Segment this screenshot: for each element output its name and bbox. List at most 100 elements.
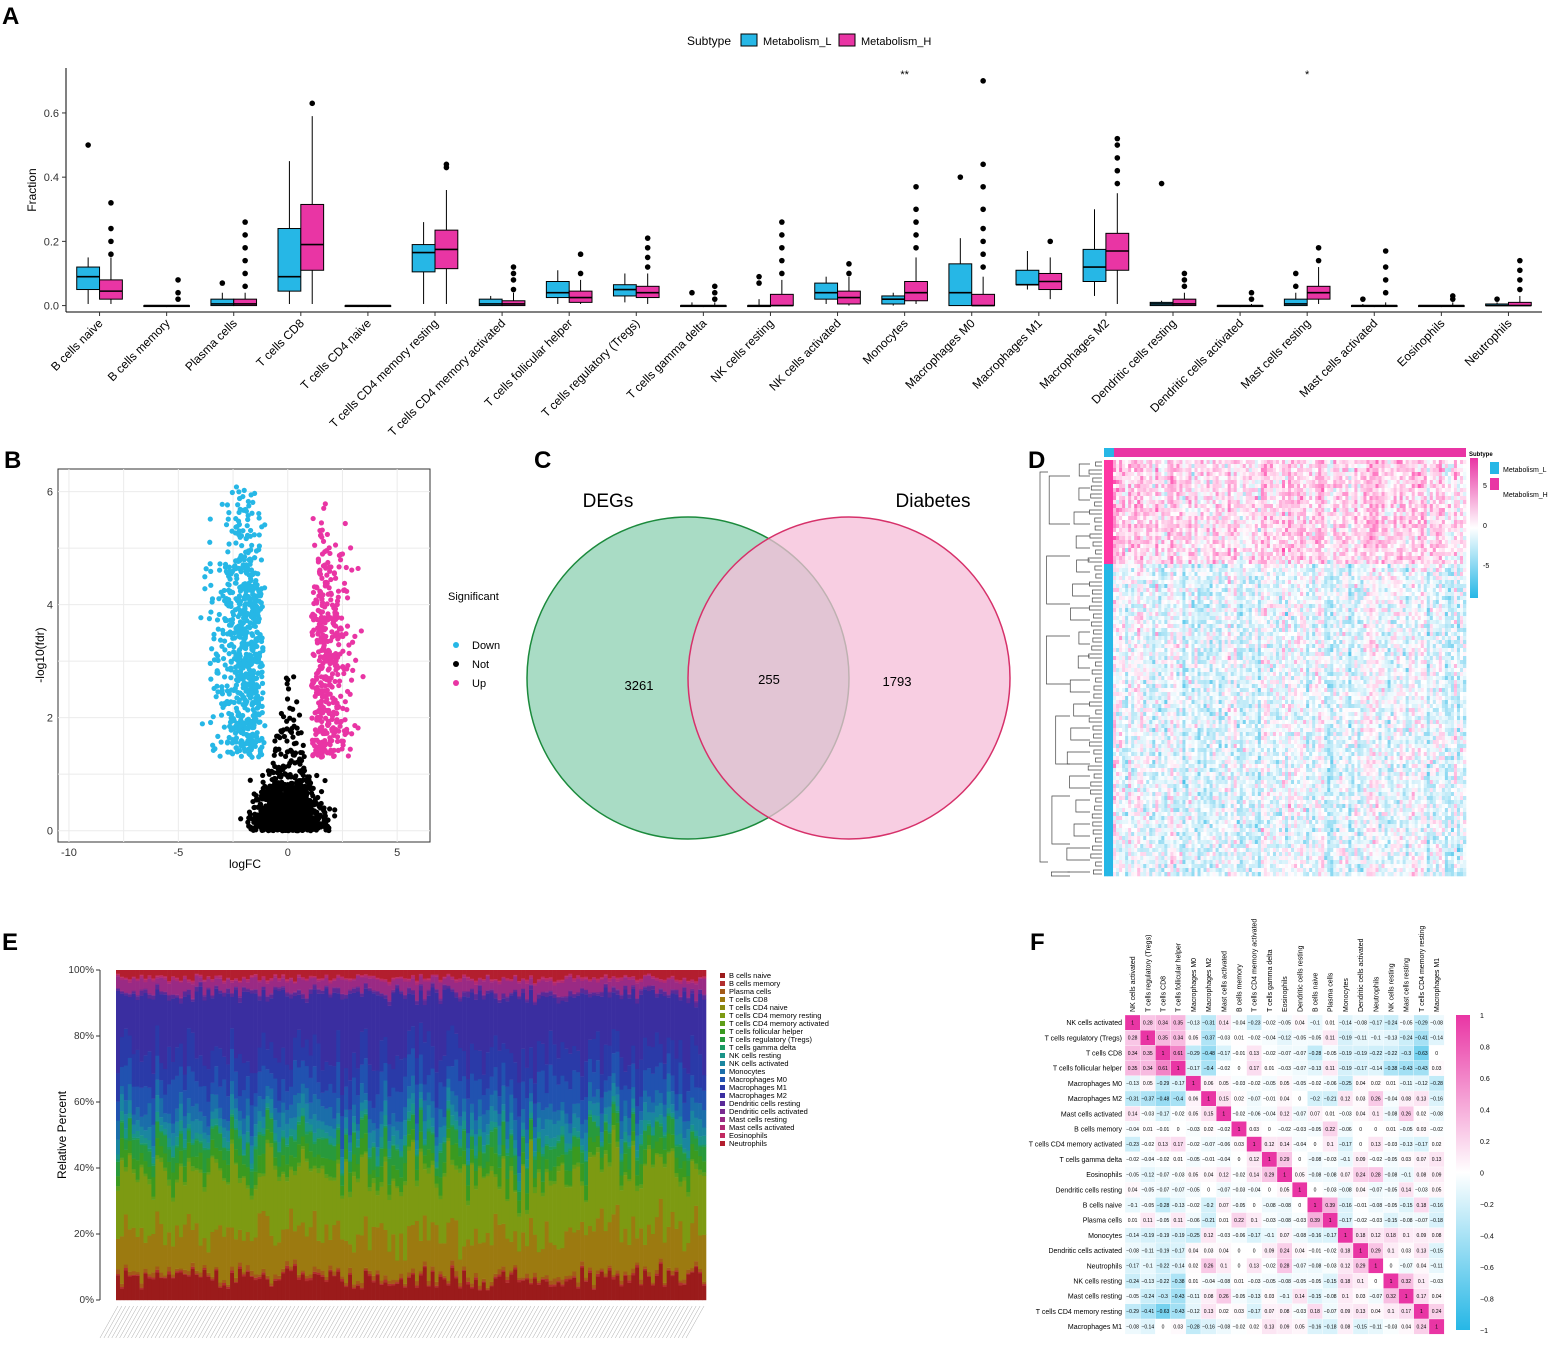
heatmap-cell (1327, 464, 1330, 468)
heatmap-cell (1264, 464, 1267, 468)
heatmap-cell (1201, 472, 1204, 476)
heatmap-cell (1110, 504, 1113, 508)
heatmap-cell (1207, 520, 1210, 524)
heatmap-cell (1391, 508, 1394, 512)
heatmap-cell (1170, 504, 1173, 508)
point-down (210, 743, 215, 748)
heatmap-cell (1312, 488, 1315, 492)
heatmap-cell (1219, 484, 1222, 488)
point-up (335, 672, 340, 677)
point-up (336, 642, 341, 647)
heatmap-cell (1345, 460, 1348, 464)
heatmap-cell (1351, 512, 1354, 516)
outlier-point (779, 232, 785, 238)
heatmap-cell (1158, 528, 1161, 532)
heatmap-cell (1143, 464, 1146, 468)
heatmap-cell (1288, 492, 1291, 496)
heatmap-cell (1213, 488, 1216, 492)
heatmap-cell (1219, 504, 1222, 508)
heatmap-cell (1445, 468, 1448, 472)
heatmap-cell (1219, 480, 1222, 484)
heatmap-cell (1333, 472, 1336, 476)
point-down (222, 674, 227, 679)
point-down (228, 665, 233, 670)
heatmap-cell (1131, 528, 1134, 532)
point-up (328, 742, 333, 747)
heatmap-cell (1134, 492, 1137, 496)
x-tick-label: Monocytes (860, 316, 911, 367)
heatmap-cell (1228, 528, 1231, 532)
heatmap-cell (1164, 524, 1167, 528)
heatmap-cell (1436, 516, 1439, 520)
heatmap-cell (1400, 500, 1403, 504)
heatmap-cell (1445, 524, 1448, 528)
point-up (320, 551, 325, 556)
point-up (332, 623, 337, 628)
heatmap-cell (1339, 520, 1342, 524)
heatmap-cell (1360, 504, 1363, 508)
heatmap-cell (1427, 524, 1430, 528)
heatmap-cell (1291, 508, 1294, 512)
point-down (223, 562, 228, 567)
heatmap-cell (1418, 512, 1421, 516)
heatmap-cell (1225, 516, 1228, 520)
heatmap-cell (1182, 528, 1185, 532)
outlier-point (511, 264, 517, 270)
point-down (243, 671, 248, 676)
heatmap-cell (1137, 508, 1140, 512)
heatmap-cell (1315, 492, 1318, 496)
heatmap-cell (1418, 480, 1421, 484)
heatmap-cell (1155, 508, 1158, 512)
heatmap-cell (1406, 532, 1409, 536)
heatmap-cell (1406, 488, 1409, 492)
heatmap-cell (1360, 524, 1363, 528)
heatmap-cell (1113, 468, 1116, 472)
point-down (255, 705, 260, 710)
heatmap-cell (1421, 520, 1424, 524)
heatmap-cell (1354, 500, 1357, 504)
heatmap-cell (1400, 492, 1403, 496)
heatmap-cell (1366, 460, 1369, 464)
heatmap-cell (1107, 504, 1110, 508)
heatmap-cell (1363, 476, 1366, 480)
heatmap-cell (1198, 532, 1201, 536)
heatmap-cell (1207, 464, 1210, 468)
heatmap-cell (1403, 524, 1406, 528)
heatmap-cell (1327, 512, 1330, 516)
outlier-point (779, 258, 785, 264)
heatmap-cell (1228, 500, 1231, 504)
heatmap-cell (1363, 532, 1366, 536)
heatmap-cell (1164, 504, 1167, 508)
heatmap-cell (1360, 496, 1363, 500)
heatmap-cell (1158, 508, 1161, 512)
heatmap-cell (1219, 528, 1222, 532)
heatmap-cell (1369, 484, 1372, 488)
heatmap-cell (1333, 508, 1336, 512)
heatmap-cell (1170, 464, 1173, 468)
point-up (323, 580, 328, 585)
heatmap-cell (1228, 524, 1231, 528)
heatmap-cell (1146, 508, 1149, 512)
annotation-metabolism-h (1114, 448, 1466, 457)
point-not (279, 711, 284, 716)
point-down (244, 569, 249, 574)
heatmap-cell (1445, 532, 1448, 536)
heatmap-cell (1321, 468, 1324, 472)
point-up (324, 731, 329, 736)
heatmap-cell (1436, 508, 1439, 512)
y-tick-label: 4 (47, 600, 53, 612)
point-up (335, 636, 340, 641)
heatmap-cell (1276, 476, 1279, 480)
heatmap-cell (1158, 464, 1161, 468)
heatmap-cell (1285, 480, 1288, 484)
heatmap-cell (1213, 524, 1216, 528)
point-not (281, 763, 286, 768)
outlier-point (846, 271, 852, 277)
point-up (323, 501, 328, 506)
heatmap-cell (1306, 480, 1309, 484)
heatmap-cell (1210, 528, 1213, 532)
heatmap-cell (1448, 488, 1451, 492)
heatmap-cell (1219, 524, 1222, 528)
heatmap-cell (1372, 496, 1375, 500)
heatmap-cell (1107, 528, 1110, 532)
